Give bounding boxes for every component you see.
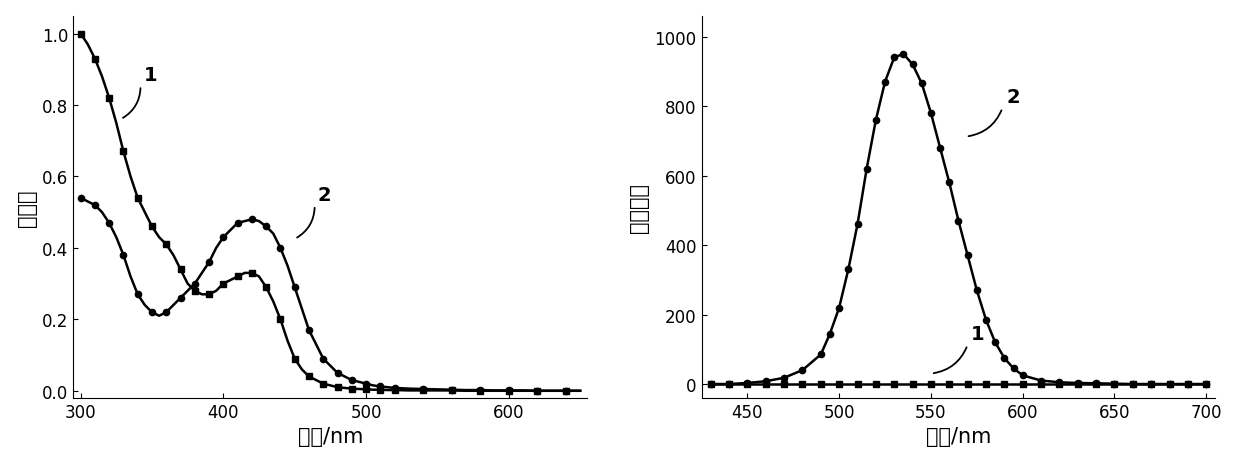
Text: 1: 1 [971, 324, 985, 343]
Y-axis label: 荧光强度: 荧光强度 [629, 182, 649, 232]
Text: 2: 2 [317, 186, 331, 205]
X-axis label: 波长/nm: 波长/nm [298, 426, 363, 446]
X-axis label: 波长/nm: 波长/nm [926, 426, 991, 446]
Y-axis label: 吸光度: 吸光度 [16, 188, 37, 226]
Text: 1: 1 [144, 66, 157, 85]
Text: 2: 2 [1006, 88, 1019, 107]
